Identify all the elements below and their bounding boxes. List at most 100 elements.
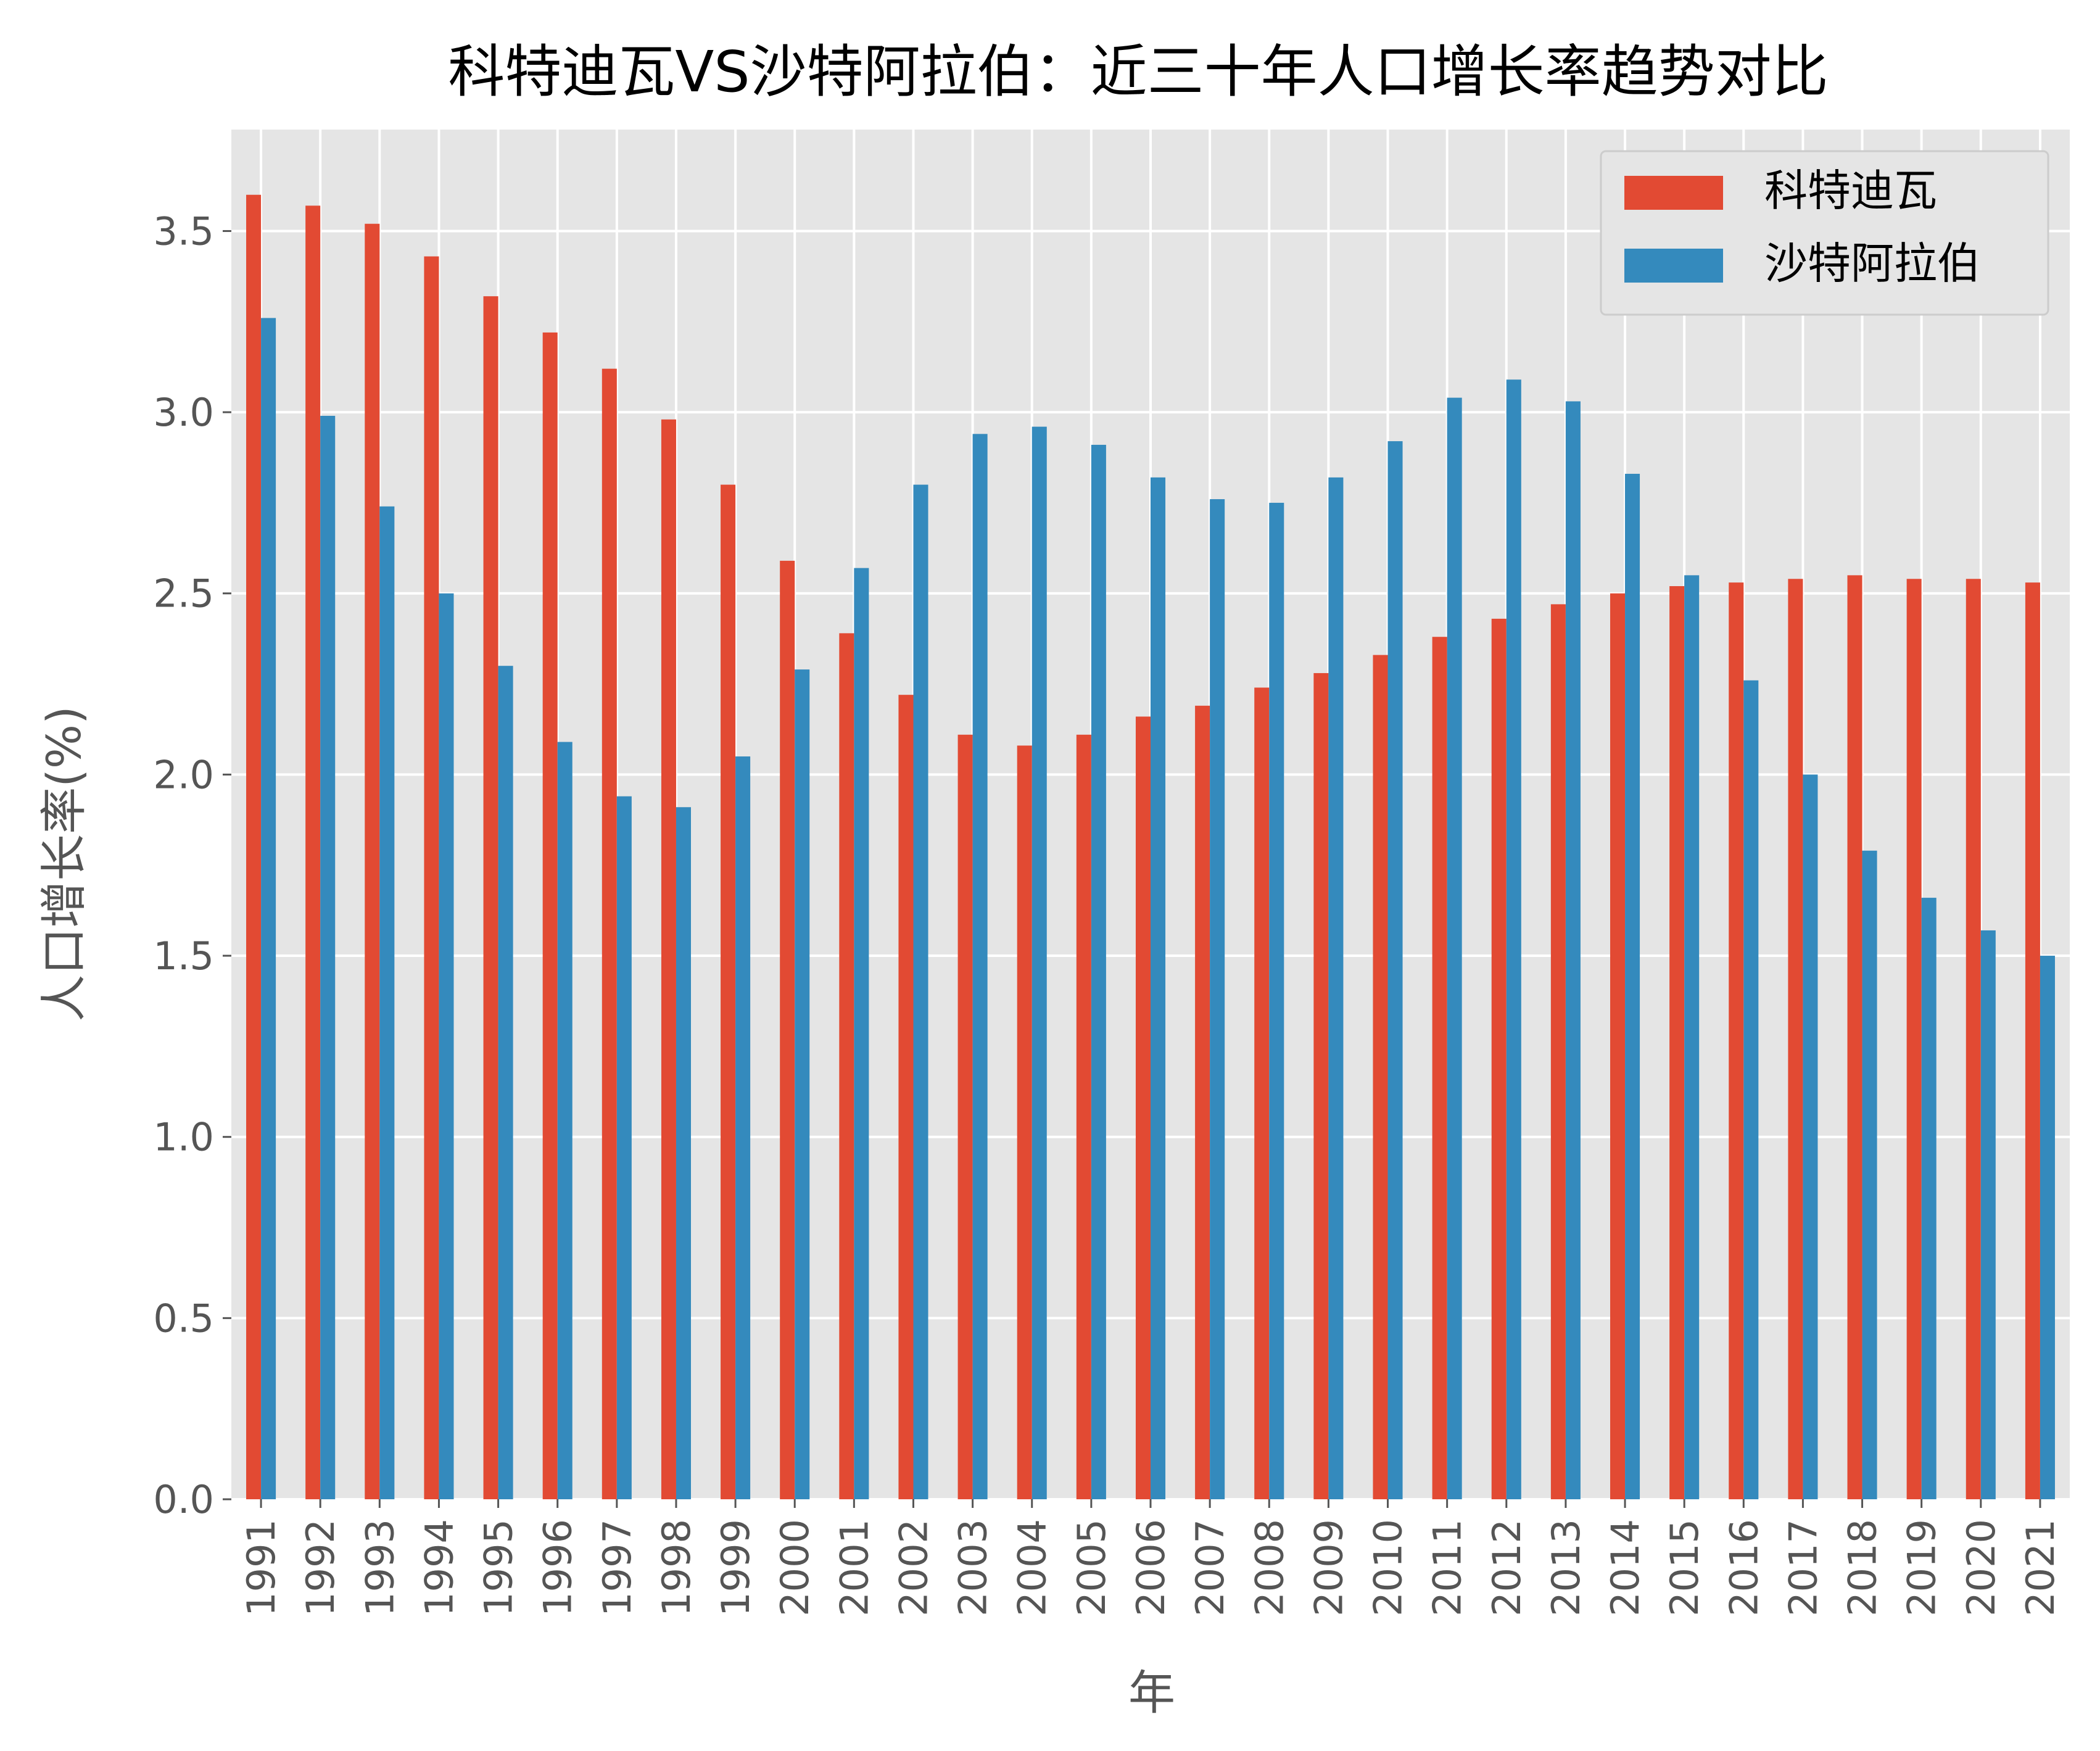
x-tick-label: 1995 <box>476 1519 521 1616</box>
bar-series2 <box>1684 575 1700 1499</box>
x-tick-label: 2017 <box>1780 1519 1825 1616</box>
x-tick-label: 1994 <box>416 1519 461 1616</box>
x-tick-label: 2002 <box>891 1519 936 1616</box>
bar-series1 <box>424 256 439 1499</box>
y-tick-label: 3.5 <box>153 209 214 254</box>
bar-series2 <box>261 318 276 1499</box>
x-tick-label: 1991 <box>239 1519 284 1616</box>
bar-series1 <box>246 194 262 1499</box>
x-tick-label: 1992 <box>298 1519 343 1616</box>
x-tick-label: 2003 <box>951 1519 996 1616</box>
bar-series1 <box>601 368 617 1499</box>
bar-series2 <box>1921 898 1937 1499</box>
bar-series1 <box>1550 604 1566 1500</box>
x-axis-label: 年 <box>1128 1665 1175 1720</box>
axes: 0.0 0.5 1.0 1.5 2.0 2.5 3.0 3.5 1991 1992 1993 1994… <box>153 209 2063 1616</box>
y-tick-label: 1.5 <box>153 933 214 979</box>
x-tick-label: 2016 <box>1721 1519 1766 1616</box>
bar-series2 <box>439 593 454 1499</box>
bar-series2 <box>795 669 810 1499</box>
x-tick-label: 2019 <box>1900 1519 1945 1616</box>
bar-series1 <box>1313 673 1329 1499</box>
bar-series2 <box>1862 850 1877 1499</box>
x-tick-label: 2015 <box>1662 1519 1707 1616</box>
bar-series1 <box>661 419 676 1499</box>
bar-series2 <box>1031 426 1047 1499</box>
bar-series2 <box>972 434 988 1500</box>
x-tick-label: 1993 <box>357 1519 402 1616</box>
x-tick-label: 1997 <box>595 1519 640 1616</box>
bar-series1 <box>1966 579 1981 1500</box>
bar-series2 <box>1210 499 1225 1499</box>
legend-label: 沙特阿拉伯 <box>1764 238 1980 289</box>
bar-series1 <box>1254 687 1270 1499</box>
x-tick-label: 2013 <box>1544 1519 1589 1616</box>
x-tick-label: 2011 <box>1425 1519 1470 1616</box>
y-tick-label: 0.0 <box>153 1477 214 1522</box>
bar-series2 <box>1625 473 1640 1499</box>
chart-title: 科特迪瓦VS沙特阿拉伯：近三十年人口增长率趋势对比 <box>448 39 1828 105</box>
x-tick-label: 2008 <box>1247 1519 1292 1616</box>
bar-series1 <box>1847 575 1862 1499</box>
bar-series1 <box>365 223 380 1499</box>
x-tick-label: 1996 <box>535 1519 581 1616</box>
x-tick-label: 2012 <box>1484 1519 1529 1616</box>
bar-series1 <box>305 205 321 1500</box>
legend-label: 科特迪瓦 <box>1764 165 1937 216</box>
x-tick-label: 1998 <box>654 1519 699 1616</box>
bar-series2 <box>913 484 928 1499</box>
y-axis-label: 人口增长率(%) <box>36 706 91 1022</box>
bar-series1 <box>1788 579 1803 1500</box>
bar-series1 <box>1017 745 1032 1499</box>
y-tick-label: 2.5 <box>153 571 214 616</box>
bar-series1 <box>1669 586 1685 1499</box>
bar-series1 <box>957 734 973 1499</box>
bar-series2 <box>1387 441 1403 1499</box>
bar-series2 <box>735 756 751 1499</box>
bar-series1 <box>1195 705 1210 1499</box>
bar-series1 <box>1432 637 1447 1499</box>
x-tick-label: 2009 <box>1306 1519 1351 1616</box>
bar-series1 <box>1373 655 1388 1499</box>
bar-series2 <box>1565 401 1581 1499</box>
bar-series1 <box>542 332 558 1499</box>
bar-series2 <box>1506 379 1521 1500</box>
legend-swatch <box>1624 176 1723 210</box>
bar-series2 <box>1151 477 1166 1499</box>
bar-series2 <box>557 742 573 1499</box>
bar-series1 <box>898 695 914 1499</box>
bar-series1 <box>721 484 736 1499</box>
bar-series1 <box>1491 618 1507 1499</box>
bar-series2 <box>676 807 691 1499</box>
x-tick-label: 1999 <box>713 1519 758 1616</box>
y-tick-label: 3.0 <box>153 390 214 435</box>
bar-series2 <box>1743 680 1759 1499</box>
y-tick-label: 2.0 <box>153 752 214 797</box>
bar-series1 <box>1610 593 1626 1499</box>
x-tick-label: 2018 <box>1840 1519 1885 1616</box>
y-tick-label: 0.5 <box>153 1296 214 1341</box>
bar-series2 <box>379 506 395 1499</box>
bar-series2 <box>1447 397 1462 1499</box>
x-tick-label: 2007 <box>1188 1519 1233 1616</box>
bar-series2 <box>2040 956 2055 1499</box>
bar-series1 <box>1906 579 1922 1500</box>
bars <box>246 194 2055 1500</box>
bar-series1 <box>839 633 854 1499</box>
x-tick-label: 2014 <box>1603 1519 1648 1616</box>
bar-series1 <box>1076 734 1091 1499</box>
bar-series2 <box>320 415 336 1499</box>
bar-series2 <box>1980 930 1996 1499</box>
x-tick-label: 2001 <box>832 1519 877 1616</box>
bar-series1 <box>2025 582 2040 1500</box>
x-tick-label: 2004 <box>1010 1519 1055 1616</box>
x-tick-label: 2020 <box>1959 1519 2004 1616</box>
bar-series1 <box>483 296 498 1500</box>
bar-series2 <box>1269 502 1284 1499</box>
bar-series1 <box>1135 716 1151 1499</box>
x-tick-label: 2006 <box>1128 1519 1173 1616</box>
bar-series2 <box>1091 444 1106 1499</box>
